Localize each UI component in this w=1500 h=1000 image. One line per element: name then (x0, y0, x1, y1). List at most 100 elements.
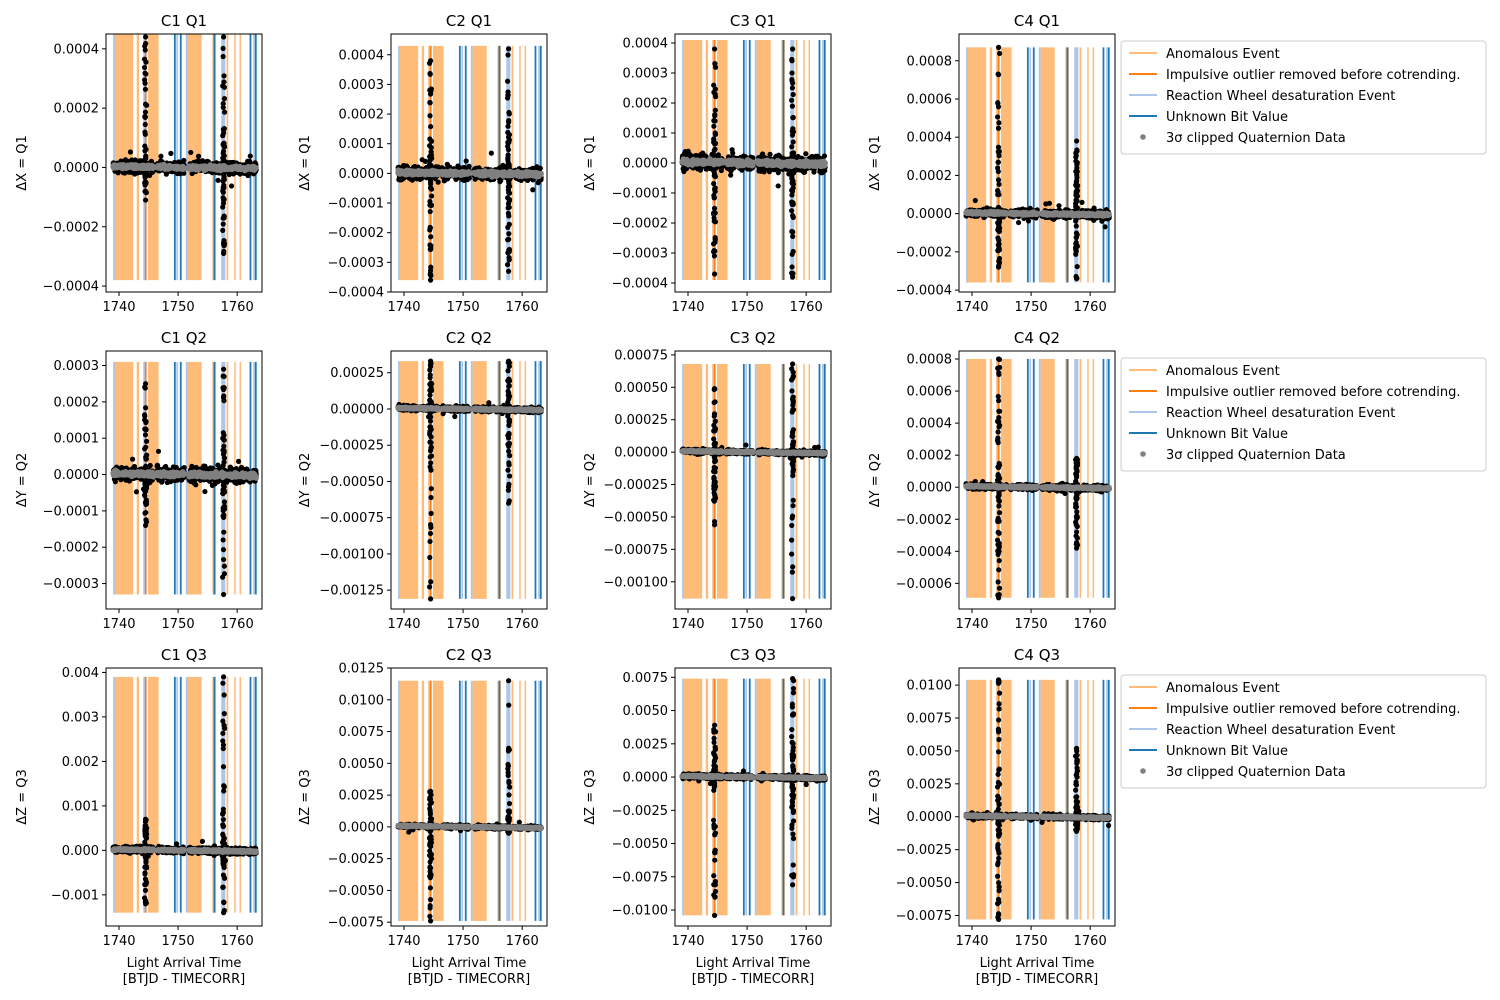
spike-point (789, 128, 795, 134)
spike-point (427, 99, 433, 106)
spike-point (505, 224, 511, 230)
raw-point (435, 164, 441, 170)
spike-point (505, 205, 511, 211)
y-tick-label: 0.0001 (339, 137, 385, 152)
spike-point (506, 231, 512, 237)
unknown-bit-band (458, 45, 461, 281)
spike-point (505, 129, 511, 136)
spike-point (142, 109, 149, 115)
raw-outlier-point (1079, 199, 1085, 205)
y-tick-label: −0.0002 (43, 220, 99, 235)
y-tick-label: −0.0004 (612, 277, 668, 292)
spike-point (711, 147, 717, 154)
spike-point (427, 246, 434, 253)
axes-frame (105, 33, 263, 293)
spike-point (790, 212, 796, 219)
y-axis-label: ΔX = Q1 (15, 135, 30, 190)
clipped-point (538, 170, 544, 177)
y-tick-label: 0.0002 (623, 97, 669, 112)
raw-outlier-point (1015, 219, 1022, 226)
spike-point (428, 149, 434, 155)
spike-point (789, 103, 795, 109)
spike-point (711, 82, 717, 88)
unknown-bit-band (1032, 47, 1035, 283)
raw-outlier-point (215, 177, 221, 183)
desaturation-event-band (185, 34, 188, 281)
clipped-quaternion-points (395, 167, 544, 180)
spike-point (789, 85, 796, 91)
spike-point (220, 204, 226, 210)
spike-point (790, 91, 796, 98)
spike-point (711, 123, 717, 129)
spike-point (221, 213, 227, 220)
spike-point (505, 210, 511, 216)
spike-point (790, 233, 796, 240)
desaturation-event-band (461, 45, 464, 281)
raw-outlier-point (530, 187, 536, 193)
spike-point (221, 140, 227, 146)
spike-point (427, 176, 433, 182)
desaturation-event-band (113, 34, 115, 281)
spike-point (428, 202, 434, 209)
desaturation-event-band (1106, 47, 1108, 283)
anomalous-event-band (399, 45, 419, 281)
spike-point (711, 169, 717, 175)
x-tick-label: 1750 (162, 300, 195, 315)
raw-point (537, 165, 543, 171)
spike-point (221, 84, 227, 90)
y-tick-label: −0.0003 (328, 256, 384, 271)
desaturation-event-band (538, 45, 540, 281)
raw-outlier-point (728, 172, 734, 178)
anomalous-event-band (1087, 47, 1089, 283)
spike-point (220, 227, 226, 233)
spike-max-point (789, 46, 796, 52)
y-tick-label: −0.0001 (328, 197, 384, 212)
y-tick-label: 0.0002 (339, 108, 385, 123)
spike-min-point (711, 271, 718, 277)
spike-point (711, 253, 718, 259)
spike-point (712, 248, 718, 254)
spike-min-point (142, 197, 149, 203)
desaturation-event-band (1038, 47, 1041, 283)
raw-outlier-point (775, 183, 781, 189)
anomalous-event-band (967, 47, 987, 283)
unknown-bit-band (1066, 47, 1069, 283)
spike-point (506, 139, 512, 146)
raw-point (466, 163, 472, 169)
spike-point (220, 150, 226, 156)
spike-point (427, 227, 433, 233)
spike-point (505, 123, 511, 129)
raw-outlier-point (1025, 218, 1032, 224)
spike-point (506, 163, 512, 170)
spike-point (142, 86, 149, 92)
clipped-quaternion-points (679, 156, 828, 170)
spike-point (789, 208, 795, 214)
anomalous-event-band (432, 45, 444, 281)
spike-point (220, 45, 226, 52)
x-tick-label: 1760 (506, 300, 539, 315)
spike-point (711, 205, 718, 211)
spike-point (143, 71, 149, 77)
raw-outlier-point (488, 150, 494, 156)
raw-outlier-point (422, 158, 428, 164)
desaturation-event-band (966, 47, 968, 283)
unknown-bit-band (539, 45, 542, 281)
anomalous-event-band (234, 34, 236, 281)
unknown-bit-band (173, 34, 176, 281)
spike-point (789, 264, 795, 270)
raw-outlier-point (1091, 205, 1097, 211)
spike-point (142, 101, 149, 107)
spike-point (142, 188, 148, 195)
unknown-bit-band (179, 34, 182, 281)
anomalous-event-band (114, 34, 134, 281)
anomalous-event-band (524, 45, 527, 281)
spike-min-point (505, 268, 512, 274)
spike-point (712, 86, 719, 92)
spike-point (712, 107, 718, 113)
anomalous-event-band (989, 47, 993, 283)
plot-area (395, 45, 544, 283)
spike-point (142, 156, 148, 162)
axes-frame (390, 33, 548, 293)
